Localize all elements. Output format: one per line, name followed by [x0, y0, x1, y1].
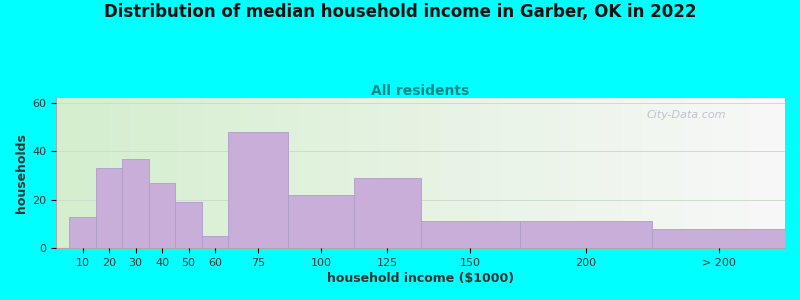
- Title: All residents: All residents: [371, 84, 470, 98]
- Text: City-Data.com: City-Data.com: [646, 110, 726, 120]
- Bar: [70, 217, 96, 248]
- Bar: [175, 202, 202, 248]
- Bar: [421, 221, 520, 248]
- Bar: [653, 229, 785, 248]
- Text: Distribution of median household income in Garber, OK in 2022: Distribution of median household income …: [104, 3, 696, 21]
- Bar: [354, 178, 421, 248]
- X-axis label: household income ($1000): household income ($1000): [327, 272, 514, 285]
- Bar: [228, 132, 288, 248]
- Y-axis label: households: households: [15, 133, 28, 213]
- Bar: [149, 183, 175, 248]
- Bar: [122, 158, 149, 248]
- Bar: [520, 221, 653, 248]
- Bar: [288, 195, 354, 248]
- Bar: [96, 168, 122, 248]
- Bar: [202, 236, 228, 248]
